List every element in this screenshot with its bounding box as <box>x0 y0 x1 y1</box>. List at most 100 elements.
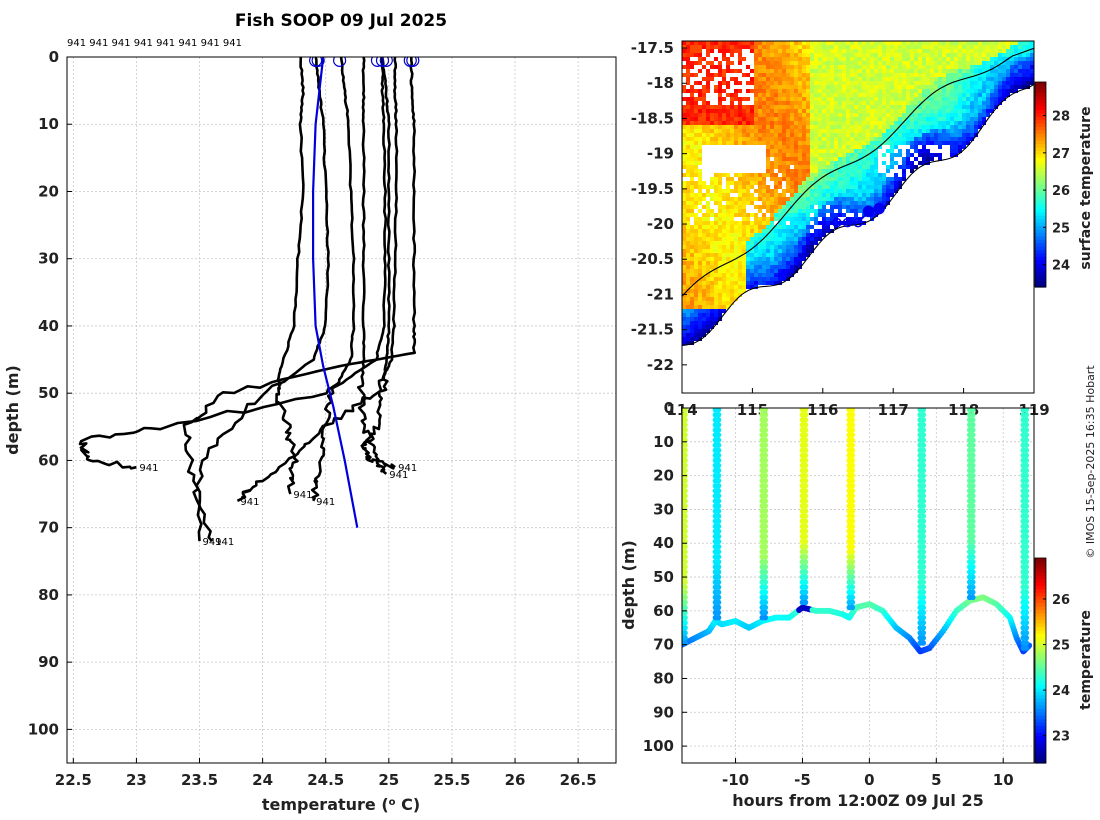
sst-cell <box>734 117 738 121</box>
sst-cell <box>682 325 686 329</box>
sst-cell <box>834 69 838 73</box>
sst-cell <box>966 93 970 97</box>
sst-cell <box>894 69 898 73</box>
sst-cell <box>830 81 834 85</box>
sst-cell <box>926 69 930 73</box>
sst-cell <box>742 237 746 241</box>
sst-cell <box>970 113 974 117</box>
sst-cell <box>974 101 978 105</box>
cast-sample-point <box>802 482 809 489</box>
sst-cell <box>830 129 834 133</box>
sst-cell <box>838 113 842 117</box>
sst-cell <box>722 117 726 121</box>
sst-cell <box>986 93 990 97</box>
sst-cell <box>790 209 794 213</box>
map-colorbar-tick-label: 27 <box>1052 147 1070 162</box>
sst-cell <box>758 125 762 129</box>
section-colorbar-segment <box>1035 660 1046 665</box>
sst-cell <box>834 93 838 97</box>
sst-cell <box>738 237 742 241</box>
sst-cell <box>910 97 914 101</box>
sst-cell <box>766 169 770 173</box>
sst-cell <box>914 77 918 81</box>
sst-cell <box>798 61 802 65</box>
sst-cell <box>738 281 742 285</box>
cast-sample-point <box>682 432 688 438</box>
sst-cell <box>946 93 950 97</box>
sst-cell <box>774 105 778 109</box>
sst-cell <box>850 133 854 137</box>
sst-cell <box>870 137 874 141</box>
sst-cell <box>714 281 718 285</box>
map-colorbar-segment <box>1035 95 1046 100</box>
sst-cell <box>722 129 726 133</box>
sst-cell <box>762 229 766 233</box>
sst-cell <box>1030 73 1034 77</box>
sst-cell <box>826 133 830 137</box>
sst-cell <box>698 121 702 125</box>
sst-cell <box>822 125 826 129</box>
section-colorbar-segment <box>1035 687 1046 692</box>
sst-cell <box>798 173 802 177</box>
sst-cell <box>682 133 686 137</box>
sst-cell <box>706 325 710 329</box>
map-colorbar-segment <box>1035 177 1046 182</box>
sst-cell <box>978 73 982 77</box>
sst-cell <box>866 161 870 165</box>
sst-cell <box>902 97 906 101</box>
section-colorbar-segment <box>1035 704 1046 709</box>
sst-cell <box>1006 69 1010 73</box>
sst-cell <box>870 65 874 69</box>
sst-cell <box>1018 57 1022 61</box>
sst-cell <box>710 137 714 141</box>
sst-cell <box>758 93 762 97</box>
sst-cell <box>1026 73 1030 77</box>
sst-cell <box>802 165 806 169</box>
sst-cell <box>898 153 902 157</box>
sst-cell <box>1022 53 1026 57</box>
sst-cell <box>994 97 998 101</box>
sst-cell <box>902 53 906 57</box>
sst-cell <box>890 49 894 53</box>
sst-cell <box>782 65 786 69</box>
sst-cell <box>970 89 974 93</box>
sst-cell <box>758 253 762 257</box>
sst-cell <box>906 69 910 73</box>
sst-cell <box>822 45 826 49</box>
section-colorbar-segment <box>1035 735 1046 740</box>
sst-cell <box>874 65 878 69</box>
sst-cell <box>950 85 954 89</box>
sst-cell <box>766 153 770 157</box>
sst-cell <box>958 81 962 85</box>
sst-cell <box>778 53 782 57</box>
sst-cell <box>702 205 706 209</box>
sst-cell <box>750 197 754 201</box>
sst-cell <box>698 321 702 325</box>
sst-cell <box>930 121 934 125</box>
sst-cell <box>822 185 826 189</box>
cast-sample-point <box>802 498 809 504</box>
profile-label: 941 <box>240 497 259 508</box>
sst-cell <box>826 173 830 177</box>
sst-cell <box>890 181 894 185</box>
sst-cell <box>722 89 726 93</box>
sst-cell <box>862 41 866 45</box>
sst-cell <box>770 97 774 101</box>
sst-cell <box>802 81 806 85</box>
sst-cell <box>982 49 986 53</box>
cast-sample-point <box>682 528 688 535</box>
cast-sample-point <box>849 589 856 596</box>
sst-cell <box>838 85 842 89</box>
sst-cell <box>874 125 878 129</box>
sst-cell <box>890 177 894 181</box>
sst-cell <box>918 97 922 101</box>
section-colorbar-segment <box>1035 585 1046 590</box>
sst-cell <box>842 197 846 201</box>
sst-cell <box>830 161 834 165</box>
sst-cell <box>778 237 782 241</box>
sst-cell <box>686 329 690 333</box>
sst-cell <box>690 321 694 325</box>
section-y-tick-label: 30 <box>653 500 674 518</box>
sst-cell <box>1014 49 1018 53</box>
sst-cell <box>922 117 926 121</box>
